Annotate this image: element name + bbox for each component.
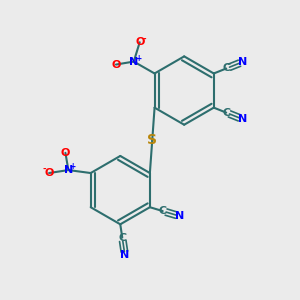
Text: -: - <box>142 35 146 44</box>
Text: -: - <box>43 165 46 174</box>
Text: +: + <box>69 162 75 171</box>
Text: N: N <box>64 165 73 175</box>
Text: C: C <box>159 206 167 216</box>
Text: O: O <box>111 59 121 70</box>
Text: N: N <box>238 114 248 124</box>
Text: N: N <box>120 250 130 260</box>
Text: S: S <box>147 133 157 147</box>
Text: N: N <box>238 57 248 67</box>
Text: +: + <box>135 53 141 62</box>
Text: O: O <box>61 148 70 158</box>
Text: N: N <box>129 57 138 67</box>
Text: N: N <box>175 211 184 221</box>
Text: C: C <box>222 64 230 74</box>
Text: O: O <box>44 168 54 178</box>
Text: C: C <box>118 232 126 242</box>
Text: C: C <box>222 108 230 118</box>
Text: O: O <box>135 37 144 47</box>
